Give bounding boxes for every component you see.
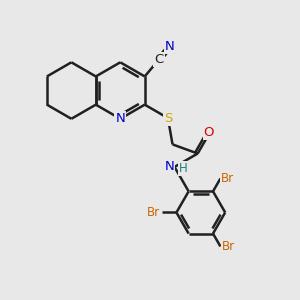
Text: C: C bbox=[154, 53, 164, 66]
Text: O: O bbox=[204, 126, 214, 139]
Text: Br: Br bbox=[222, 240, 235, 253]
Text: N: N bbox=[116, 112, 125, 125]
Text: H: H bbox=[178, 162, 187, 175]
Text: N: N bbox=[165, 40, 174, 53]
Text: S: S bbox=[164, 112, 172, 124]
Text: Br: Br bbox=[221, 172, 234, 185]
Text: Br: Br bbox=[147, 206, 160, 219]
Text: N: N bbox=[164, 160, 174, 173]
